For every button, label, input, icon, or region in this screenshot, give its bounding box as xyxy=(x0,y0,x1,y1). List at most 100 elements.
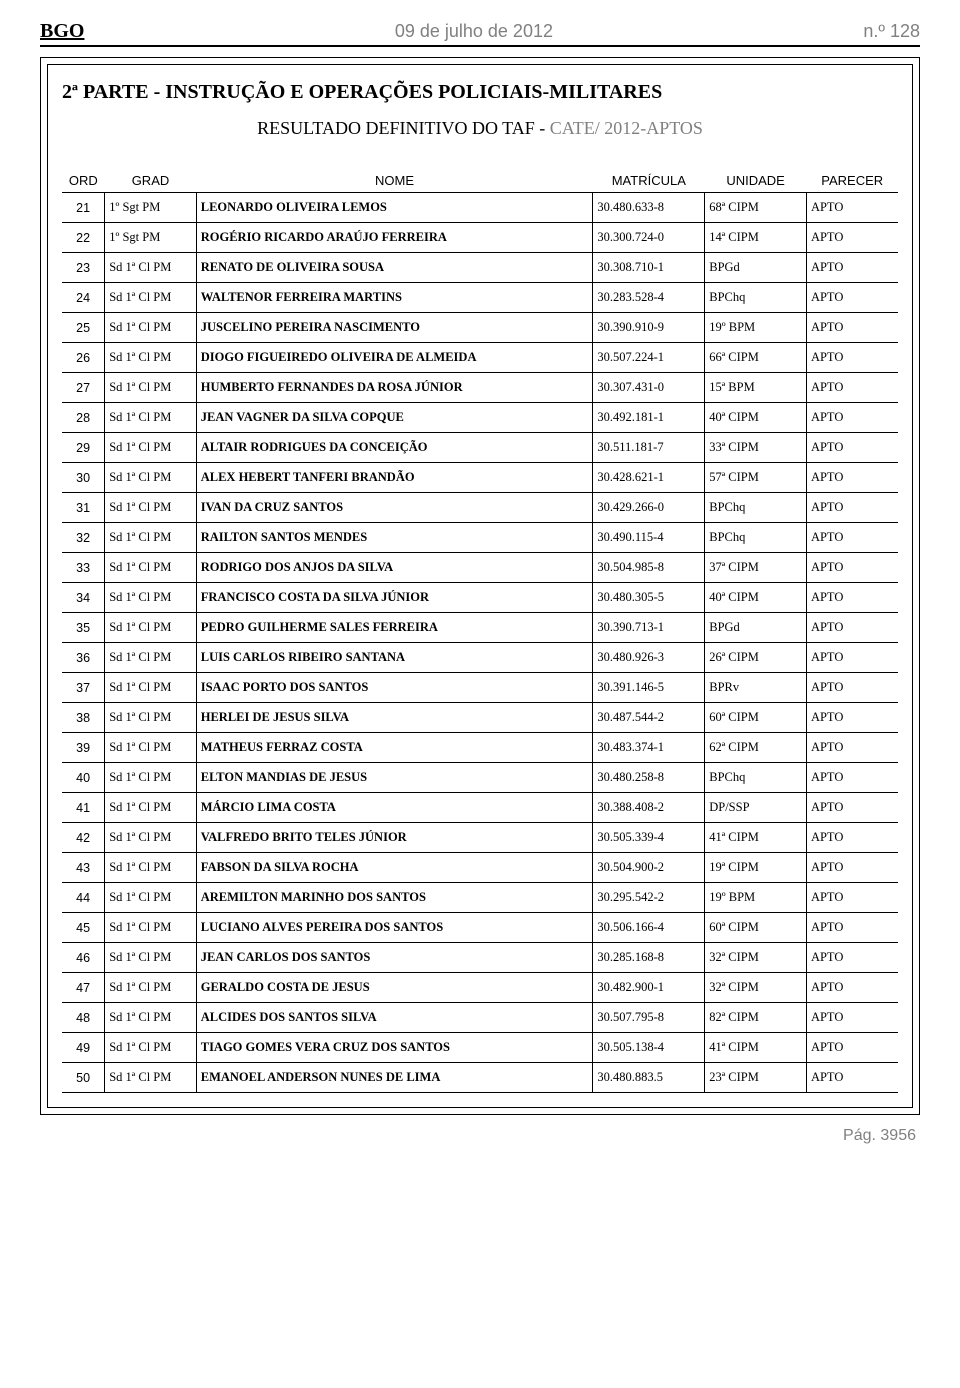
table-row: 43Sd 1ª Cl PMFABSON DA SILVA ROCHA30.504… xyxy=(62,853,898,883)
cell-grad: Sd 1ª Cl PM xyxy=(105,1063,197,1093)
cell-nome: MATHEUS FERRAZ COSTA xyxy=(196,733,593,763)
cell-ord: 21 xyxy=(62,193,105,223)
cell-nome: RENATO DE OLIVEIRA SOUSA xyxy=(196,253,593,283)
cell-uni: 60ª CIPM xyxy=(705,703,807,733)
cell-grad: Sd 1ª Cl PM xyxy=(105,553,197,583)
cell-uni: 23ª CIPM xyxy=(705,1063,807,1093)
cell-grad: Sd 1ª Cl PM xyxy=(105,613,197,643)
cell-nome: RAILTON SANTOS MENDES xyxy=(196,523,593,553)
cell-mat: 30.480.883.5 xyxy=(593,1063,705,1093)
cell-ord: 28 xyxy=(62,403,105,433)
subtitle: RESULTADO DEFINITIVO DO TAF - CATE/ 2012… xyxy=(62,118,898,139)
cell-grad: Sd 1ª Cl PM xyxy=(105,853,197,883)
table-row: 35Sd 1ª Cl PMPEDRO GUILHERME SALES FERRE… xyxy=(62,613,898,643)
cell-mat: 30.511.181-7 xyxy=(593,433,705,463)
col-uni: UNIDADE xyxy=(705,169,807,193)
table-row: 44Sd 1ª Cl PMAREMILTON MARINHO DOS SANTO… xyxy=(62,883,898,913)
col-ord: ORD xyxy=(62,169,105,193)
cell-ord: 33 xyxy=(62,553,105,583)
cell-uni: 66ª CIPM xyxy=(705,343,807,373)
cell-mat: 30.480.926-3 xyxy=(593,643,705,673)
table-row: 31Sd 1ª Cl PMIVAN DA CRUZ SANTOS30.429.2… xyxy=(62,493,898,523)
cell-mat: 30.295.542-2 xyxy=(593,883,705,913)
cell-grad: Sd 1ª Cl PM xyxy=(105,763,197,793)
table-row: 24Sd 1ª Cl PMWALTENOR FERREIRA MARTINS30… xyxy=(62,283,898,313)
cell-grad: Sd 1ª Cl PM xyxy=(105,373,197,403)
page: BGO 09 de julho de 2012 n.º 128 2ª PARTE… xyxy=(0,0,960,1165)
table-row: 34Sd 1ª Cl PMFRANCISCO COSTA DA SILVA JÚ… xyxy=(62,583,898,613)
cell-ord: 44 xyxy=(62,883,105,913)
inner-frame: 2ª PARTE - INSTRUÇÃO E OPERAÇÕES POLICIA… xyxy=(47,64,913,1108)
cell-par: APTO xyxy=(806,343,898,373)
table-row: 23Sd 1ª Cl PMRENATO DE OLIVEIRA SOUSA30.… xyxy=(62,253,898,283)
cell-par: APTO xyxy=(806,223,898,253)
cell-mat: 30.490.115-4 xyxy=(593,523,705,553)
cell-grad: Sd 1ª Cl PM xyxy=(105,583,197,613)
cell-uni: BPChq xyxy=(705,763,807,793)
cell-nome: IVAN DA CRUZ SANTOS xyxy=(196,493,593,523)
cell-ord: 49 xyxy=(62,1033,105,1063)
cell-mat: 30.482.900-1 xyxy=(593,973,705,1003)
cell-grad: Sd 1ª Cl PM xyxy=(105,793,197,823)
cell-uni: 60ª CIPM xyxy=(705,913,807,943)
cell-grad: Sd 1ª Cl PM xyxy=(105,463,197,493)
cell-ord: 31 xyxy=(62,493,105,523)
cell-par: APTO xyxy=(806,703,898,733)
cell-ord: 48 xyxy=(62,1003,105,1033)
cell-mat: 30.492.181-1 xyxy=(593,403,705,433)
cell-ord: 34 xyxy=(62,583,105,613)
cell-par: APTO xyxy=(806,373,898,403)
cell-nome: RODRIGO DOS ANJOS DA SILVA xyxy=(196,553,593,583)
cell-par: APTO xyxy=(806,613,898,643)
table-row: 27Sd 1ª Cl PMHUMBERTO FERNANDES DA ROSA … xyxy=(62,373,898,403)
cell-par: APTO xyxy=(806,973,898,1003)
cell-nome: ELTON MANDIAS DE JESUS xyxy=(196,763,593,793)
cell-mat: 30.300.724-0 xyxy=(593,223,705,253)
table-row: 47Sd 1ª Cl PMGERALDO COSTA DE JESUS30.48… xyxy=(62,973,898,1003)
table-row: 48Sd 1ª Cl PMALCIDES DOS SANTOS SILVA30.… xyxy=(62,1003,898,1033)
cell-par: APTO xyxy=(806,793,898,823)
cell-uni: 19º BPM xyxy=(705,883,807,913)
cell-uni: 40ª CIPM xyxy=(705,403,807,433)
cell-mat: 30.480.258-8 xyxy=(593,763,705,793)
cell-mat: 30.285.168-8 xyxy=(593,943,705,973)
cell-grad: Sd 1ª Cl PM xyxy=(105,913,197,943)
table-header-row: ORD GRAD NOME MATRÍCULA UNIDADE PARECER xyxy=(62,169,898,193)
outer-frame: 2ª PARTE - INSTRUÇÃO E OPERAÇÕES POLICIA… xyxy=(40,57,920,1115)
cell-mat: 30.507.224-1 xyxy=(593,343,705,373)
cell-uni: DP/SSP xyxy=(705,793,807,823)
cell-nome: JEAN CARLOS DOS SANTOS xyxy=(196,943,593,973)
cell-par: APTO xyxy=(806,553,898,583)
header-issue: n.º 128 xyxy=(863,21,920,42)
cell-nome: MÁRCIO LIMA COSTA xyxy=(196,793,593,823)
cell-grad: Sd 1ª Cl PM xyxy=(105,643,197,673)
cell-mat: 30.505.138-4 xyxy=(593,1033,705,1063)
cell-ord: 41 xyxy=(62,793,105,823)
cell-grad: Sd 1ª Cl PM xyxy=(105,1003,197,1033)
cell-par: APTO xyxy=(806,823,898,853)
cell-grad: Sd 1ª Cl PM xyxy=(105,883,197,913)
table-row: 25Sd 1ª Cl PMJUSCELINO PEREIRA NASCIMENT… xyxy=(62,313,898,343)
cell-ord: 22 xyxy=(62,223,105,253)
cell-ord: 40 xyxy=(62,763,105,793)
cell-uni: BPGd xyxy=(705,253,807,283)
table-row: 26Sd 1ª Cl PMDIOGO FIGUEIREDO OLIVEIRA D… xyxy=(62,343,898,373)
col-grad: GRAD xyxy=(105,169,197,193)
cell-uni: BPRv xyxy=(705,673,807,703)
table-row: 29Sd 1ª Cl PMALTAIR RODRIGUES DA CONCEIÇ… xyxy=(62,433,898,463)
cell-grad: Sd 1ª Cl PM xyxy=(105,703,197,733)
cell-ord: 25 xyxy=(62,313,105,343)
cell-ord: 36 xyxy=(62,643,105,673)
cell-ord: 46 xyxy=(62,943,105,973)
table-row: 45Sd 1ª Cl PMLUCIANO ALVES PEREIRA DOS S… xyxy=(62,913,898,943)
table-row: 37Sd 1ª Cl PMISAAC PORTO DOS SANTOS30.39… xyxy=(62,673,898,703)
cell-uni: 32ª CIPM xyxy=(705,943,807,973)
cell-par: APTO xyxy=(806,943,898,973)
subtitle-prefix: RESULTADO DEFINITIVO DO TAF - xyxy=(257,118,550,138)
cell-mat: 30.483.374-1 xyxy=(593,733,705,763)
cell-ord: 24 xyxy=(62,283,105,313)
cell-nome: LUCIANO ALVES PEREIRA DOS SANTOS xyxy=(196,913,593,943)
cell-mat: 30.480.305-5 xyxy=(593,583,705,613)
cell-par: APTO xyxy=(806,1033,898,1063)
col-mat: MATRÍCULA xyxy=(593,169,705,193)
